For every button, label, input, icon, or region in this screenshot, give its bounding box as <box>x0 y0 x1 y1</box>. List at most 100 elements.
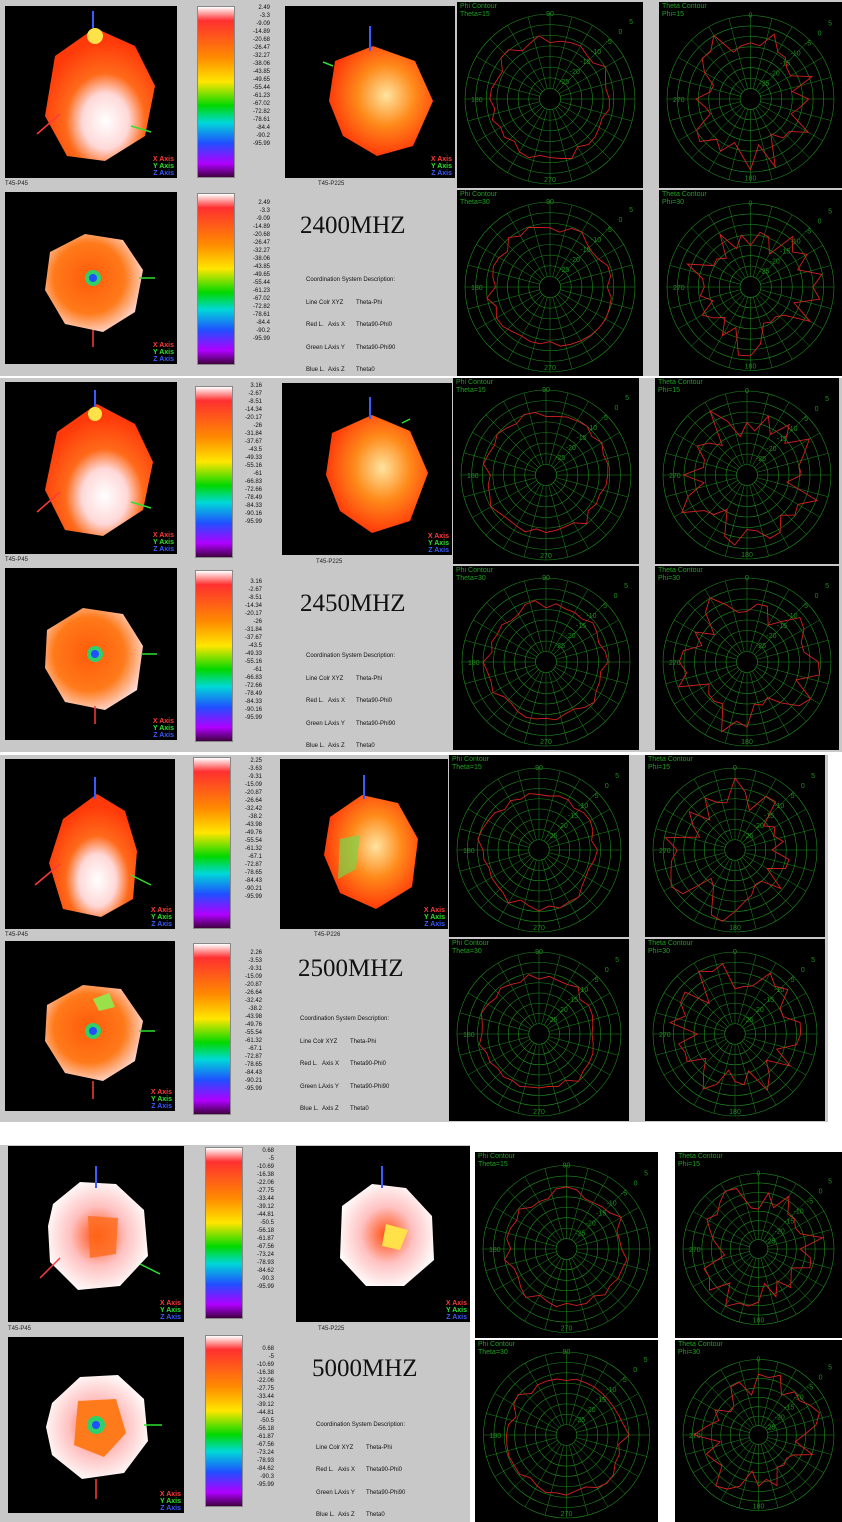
polar-spoke <box>485 1227 557 1247</box>
polar-spoke <box>476 244 542 283</box>
axis-legend: X Axis Y Axis Z Axis <box>159 1491 181 1512</box>
polar-spoke <box>524 671 544 744</box>
polar-spoke <box>655 852 726 872</box>
polar-ring-label: -15 <box>780 249 790 256</box>
polar-angle-label: 0 <box>745 575 749 582</box>
polar-spoke <box>573 1189 626 1243</box>
pattern-view-right[interactable]: X Axis Y Axis Z Axis <box>280 759 448 929</box>
pattern-view-left[interactable]: X Axis Y Axis Z Axis <box>5 759 175 929</box>
polar-trace <box>486 227 612 347</box>
color-scale-values: 0.68 -5 -10.69 -16.38 -22.06 -27.75 -33.44 -39.… <box>256 1346 274 1488</box>
polar-plot[interactable]: 5 0 -5 -10 -15 -20 -25 0 270 180 Theta Contour Phi… <box>675 1152 842 1338</box>
polar-plot[interactable]: 5 0 -5 -10 -15 -20 -25 90 180 270 Phi Contour Thet… <box>475 1340 658 1522</box>
polar-spoke <box>744 1036 815 1056</box>
polar-angle-label: 180 <box>729 1109 741 1116</box>
polar-spoke <box>676 975 729 1028</box>
pattern-view-top[interactable]: X Axis Y Axis Z Axis <box>5 568 177 740</box>
polar-spoke <box>494 1207 558 1245</box>
polar-spoke <box>543 1042 581 1106</box>
polar-ring-label: -5 <box>802 416 808 423</box>
polar-plot[interactable]: 5 0 -5 -10 -15 -20 -25 90 180 270 Phi Contour Thet… <box>475 1152 658 1338</box>
polar-spoke <box>737 770 757 841</box>
polar-spoke <box>669 101 741 121</box>
polar-title: Phi Contour Theta=30 <box>478 1341 515 1356</box>
polar-plot[interactable]: 5 0 -5 -10 -15 -20 -25 0 270 180 Theta Contour Phi… <box>655 378 839 564</box>
polar-title: Theta Contour Phi=30 <box>658 567 703 582</box>
polar-plot[interactable]: 5 0 -5 -10 -15 -20 -25 90 180 270 Phi Contour Thet… <box>453 566 639 750</box>
polar-ring-label: -25 <box>575 1231 585 1238</box>
polar-angle-label: 270 <box>544 177 556 184</box>
polar-spoke <box>467 1038 531 1076</box>
polar-spoke <box>743 1038 807 1076</box>
axis-legend: X Axis Y Axis Z Axis <box>152 718 174 739</box>
polar-title: Theta Contour Phi=30 <box>678 1341 723 1356</box>
polar-plot[interactable]: 5 0 -5 -10 -15 -20 -25 0 270 180 Theta Contour Phi… <box>675 1340 842 1522</box>
polar-spoke <box>476 56 542 95</box>
polar-ring-label: -5 <box>805 229 811 236</box>
polar-spoke <box>543 778 581 842</box>
polar-spoke <box>545 1040 598 1093</box>
polar-spoke <box>576 1227 648 1247</box>
axis-legend: X Axis Y Axis Z Axis <box>430 156 452 177</box>
polar-spoke <box>756 640 829 660</box>
pattern-view-top[interactable]: X Axis Y Axis Z Axis <box>5 192 177 364</box>
polar-angle-label: 0 <box>733 765 737 772</box>
polar-plot[interactable]: 5 0 -5 -10 -15 -20 -25 90 180 270 Phi Contour Thet… <box>457 2 643 188</box>
pattern-view-left[interactable]: X Axis Y Axis Z Axis <box>5 382 177 554</box>
polar-plot[interactable]: 5 0 -5 -10 -15 -20 -25 0 270 180 Theta Contour Phi… <box>645 755 825 937</box>
color-scale-values: 2.25 -3.63 -9.31 -15.09 -20.87 -26.64 -32.42 -3… <box>244 758 262 900</box>
pattern-view-top[interactable]: X Axis Y Axis Z Axis <box>8 1337 184 1513</box>
polar-spoke <box>764 1195 813 1243</box>
polar-plot[interactable]: 5 0 -5 -10 -15 -20 -25 90 180 270 Phi Contour Thet… <box>457 190 643 376</box>
polar-spoke <box>523 392 544 466</box>
polar-title: Phi Contour Theta=15 <box>460 3 497 18</box>
polar-ring-label: -15 <box>784 1219 794 1226</box>
polar-plot[interactable]: 5 0 -5 -10 -15 -20 -25 90 180 270 Phi Contour Thet… <box>449 755 629 937</box>
polar-ring-label: -5 <box>606 227 612 234</box>
pattern-view-right[interactable]: X Axis Y Axis Z Axis <box>285 6 455 178</box>
band-2400-panel: X Axis Y Axis Z Axis T45-P45 2.49 -3.3 -9.09… <box>0 0 842 376</box>
polar-spoke <box>728 18 749 90</box>
polar-plot[interactable]: 5 0 -5 -10 -15 -20 -25 90 180 270 Phi Contour Thet… <box>453 378 639 564</box>
polar-spoke <box>548 852 619 872</box>
polar-plot[interactable]: 5 0 -5 -10 -15 -20 -25 90 180 270 Phi Contour Thet… <box>449 939 629 1121</box>
pattern-view-left[interactable]: X Axis Y Axis Z Axis <box>5 6 177 178</box>
polar-ring-label: -15 <box>580 59 590 66</box>
polar-ring-label: -5 <box>592 793 598 800</box>
polar-spoke <box>678 57 742 95</box>
polar-plot[interactable]: 5 0 -5 -10 -15 -20 -25 0 270 180 Theta Contour Phi… <box>659 190 842 376</box>
polar-grid: 50 -5 -10-15-20-25 90 180 270 <box>456 949 622 1117</box>
polar-plot[interactable]: 5 0 -5 -10 -15 -20 -25 0 270 180 Theta Contour Phi… <box>645 939 825 1121</box>
polar-spoke <box>464 664 537 684</box>
pattern-view-right[interactable]: X Axis Y Axis Z Axis <box>296 1146 470 1322</box>
polar-spoke <box>743 854 807 892</box>
polar-spoke <box>527 296 548 370</box>
pattern-view-top[interactable]: X Axis Y Axis Z Axis <box>5 941 175 1111</box>
polar-spoke <box>760 1443 779 1508</box>
polar-ring-label: 5 <box>825 583 829 590</box>
polar-spoke <box>553 414 607 468</box>
polar-ring-label: -15 <box>568 813 578 820</box>
polar-spoke <box>738 1257 757 1322</box>
polar-spoke <box>744 852 815 872</box>
polar-plot[interactable]: 5 0 -5 -10 -15 -20 -25 0 270 180 Theta Contour Phi… <box>655 566 839 750</box>
polar-spoke <box>720 1442 755 1501</box>
polar-ring-label: -20 <box>570 69 580 76</box>
polar-spoke <box>691 293 744 347</box>
polar-spoke <box>480 1040 533 1093</box>
polar-spoke <box>665 477 738 497</box>
polar-spoke <box>571 1257 609 1322</box>
polar-spoke <box>575 1207 639 1245</box>
polar-spoke <box>459 1012 530 1032</box>
polar-spoke <box>713 770 733 841</box>
pattern-view-left[interactable]: X Axis Y Axis Z Axis <box>8 1146 184 1322</box>
pattern-view-right[interactable]: X Axis Y Axis Z Axis <box>282 383 452 555</box>
polar-spoke <box>548 1036 619 1056</box>
polar-spoke <box>497 962 535 1026</box>
polar-ring-label: -15 <box>764 997 774 1004</box>
polar-ring-label: -25 <box>555 643 565 650</box>
polar-ring-label: -25 <box>759 81 769 88</box>
polar-angle-label: 180 <box>741 552 753 559</box>
polar-plot[interactable]: 5 0 -5 -10 -15 -20 -25 0 270 180 Theta Contour Phi… <box>659 2 842 188</box>
